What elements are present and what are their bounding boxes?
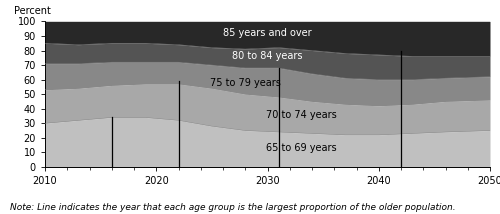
Text: 70 to 74 years: 70 to 74 years [266, 110, 336, 120]
Text: Note: Line indicates the year that each age group is the largest proportion of t: Note: Line indicates the year that each … [10, 203, 456, 212]
Text: 65 to 69 years: 65 to 69 years [266, 143, 336, 153]
Text: Percent: Percent [14, 6, 51, 16]
Text: 85 years and over: 85 years and over [223, 28, 312, 38]
Text: 75 to 79 years: 75 to 79 years [210, 77, 280, 88]
Text: 80 to 84 years: 80 to 84 years [232, 51, 303, 61]
